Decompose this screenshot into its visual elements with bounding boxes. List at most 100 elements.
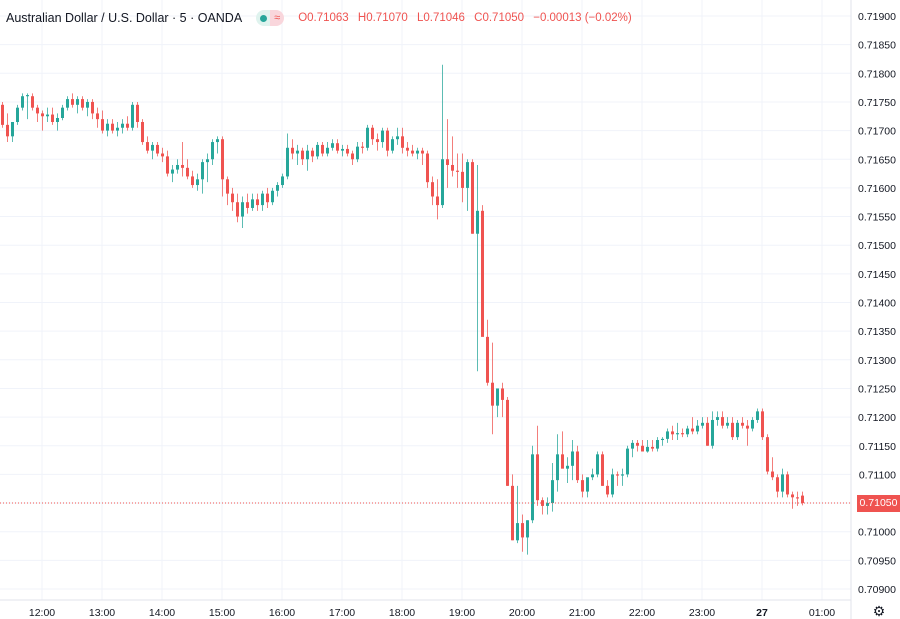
candle: [246, 202, 249, 208]
candle: [646, 446, 649, 452]
candle: [151, 144, 154, 151]
candle: [781, 474, 784, 492]
candle: [411, 150, 414, 154]
candle: [91, 101, 94, 114]
price-tick-label: 0.71500: [858, 240, 896, 252]
candle: [456, 170, 459, 172]
time-tick-label: 01:00: [809, 607, 835, 619]
candle: [51, 114, 54, 123]
price-tick-label: 0.70950: [858, 555, 896, 567]
candle: [201, 162, 204, 180]
candle: [21, 96, 24, 108]
candle: [326, 147, 329, 154]
candle: [796, 497, 799, 499]
candle: [511, 485, 514, 541]
candle: [701, 422, 704, 426]
candle: [536, 454, 539, 501]
candle: [416, 150, 419, 154]
price-tick-label: 0.71250: [858, 383, 896, 395]
gear-icon[interactable]: ⚙: [872, 603, 886, 619]
chart-grid: [0, 0, 851, 600]
candle: [501, 388, 504, 400]
candle: [541, 500, 544, 506]
candle: [676, 433, 679, 435]
candle: [446, 159, 449, 165]
candle: [461, 171, 464, 188]
candle: [691, 428, 694, 432]
candle: [606, 485, 609, 495]
candle: [681, 433, 684, 435]
candle: [196, 179, 199, 186]
candle: [31, 96, 34, 108]
candle: [311, 150, 314, 157]
candle: [381, 130, 384, 143]
candle: [301, 150, 304, 160]
candle: [166, 156, 169, 174]
candle: [786, 474, 789, 495]
candle: [341, 148, 344, 151]
candle: [581, 480, 584, 492]
candle: [496, 388, 499, 406]
candle: [161, 153, 164, 157]
candle: [556, 454, 559, 481]
candle: [421, 150, 424, 154]
candle: [36, 107, 39, 114]
price-tick-label: 0.71350: [858, 326, 896, 338]
open-value: O0.71063: [298, 12, 349, 24]
time-tick-label: 17:00: [329, 607, 355, 619]
candle: [476, 210, 479, 234]
time-tick-label: 22:00: [629, 607, 655, 619]
candle: [706, 422, 709, 446]
candle: [266, 193, 269, 203]
candle: [321, 144, 324, 154]
candle: [346, 148, 349, 154]
symbol-title[interactable]: Australian Dollar / U.S. Dollar · 5 · OA…: [6, 11, 243, 25]
candle: [436, 196, 439, 206]
candle: [281, 176, 284, 186]
ohlc-values: O0.71063 H0.71070 L0.71046 C0.71050 −0.0…: [298, 12, 638, 24]
price-tick-label: 0.71000: [858, 527, 896, 539]
candle: [316, 144, 319, 157]
candle: [561, 454, 564, 469]
candle: [571, 451, 574, 466]
candle: [546, 503, 549, 506]
candle: [736, 422, 739, 438]
market-status-badge[interactable]: ≈: [256, 10, 285, 26]
price-tick-label: 0.71800: [858, 68, 896, 80]
candle: [486, 336, 489, 383]
candle: [241, 202, 244, 217]
candle: [236, 202, 239, 217]
candle: [531, 454, 534, 521]
price-tick-label: 0.71300: [858, 355, 896, 367]
candle: [716, 417, 719, 420]
candle: [331, 143, 334, 148]
candle: [391, 139, 394, 151]
candle: [306, 150, 309, 160]
time-tick-label: 18:00: [389, 607, 415, 619]
candle: [61, 107, 64, 118]
candle: [601, 454, 604, 486]
candle: [351, 153, 354, 160]
candle: [221, 139, 224, 180]
time-axis[interactable]: 12:00 13:00 14:00 15:00 16:00 17:00 18:00 19:00…: [29, 607, 835, 619]
price-tick-label: 0.71200: [858, 412, 896, 424]
candle: [181, 164, 184, 168]
candle: [491, 382, 494, 406]
candle: [1, 104, 4, 125]
change-value: −0.00013 (−0.02%): [533, 12, 632, 24]
candle: [251, 199, 254, 208]
candle: [756, 411, 759, 420]
candle: [171, 169, 174, 174]
candle: [276, 185, 279, 191]
candle: [101, 119, 104, 131]
candles-series: [1, 64, 804, 555]
candle: [481, 210, 484, 337]
candle: [96, 113, 99, 120]
candle: [11, 122, 14, 137]
time-tick-label: 15:00: [209, 607, 235, 619]
candle: [431, 182, 434, 197]
candle: [121, 123, 124, 128]
price-tick-label: 0.71400: [858, 298, 896, 310]
candle: [111, 123, 114, 131]
